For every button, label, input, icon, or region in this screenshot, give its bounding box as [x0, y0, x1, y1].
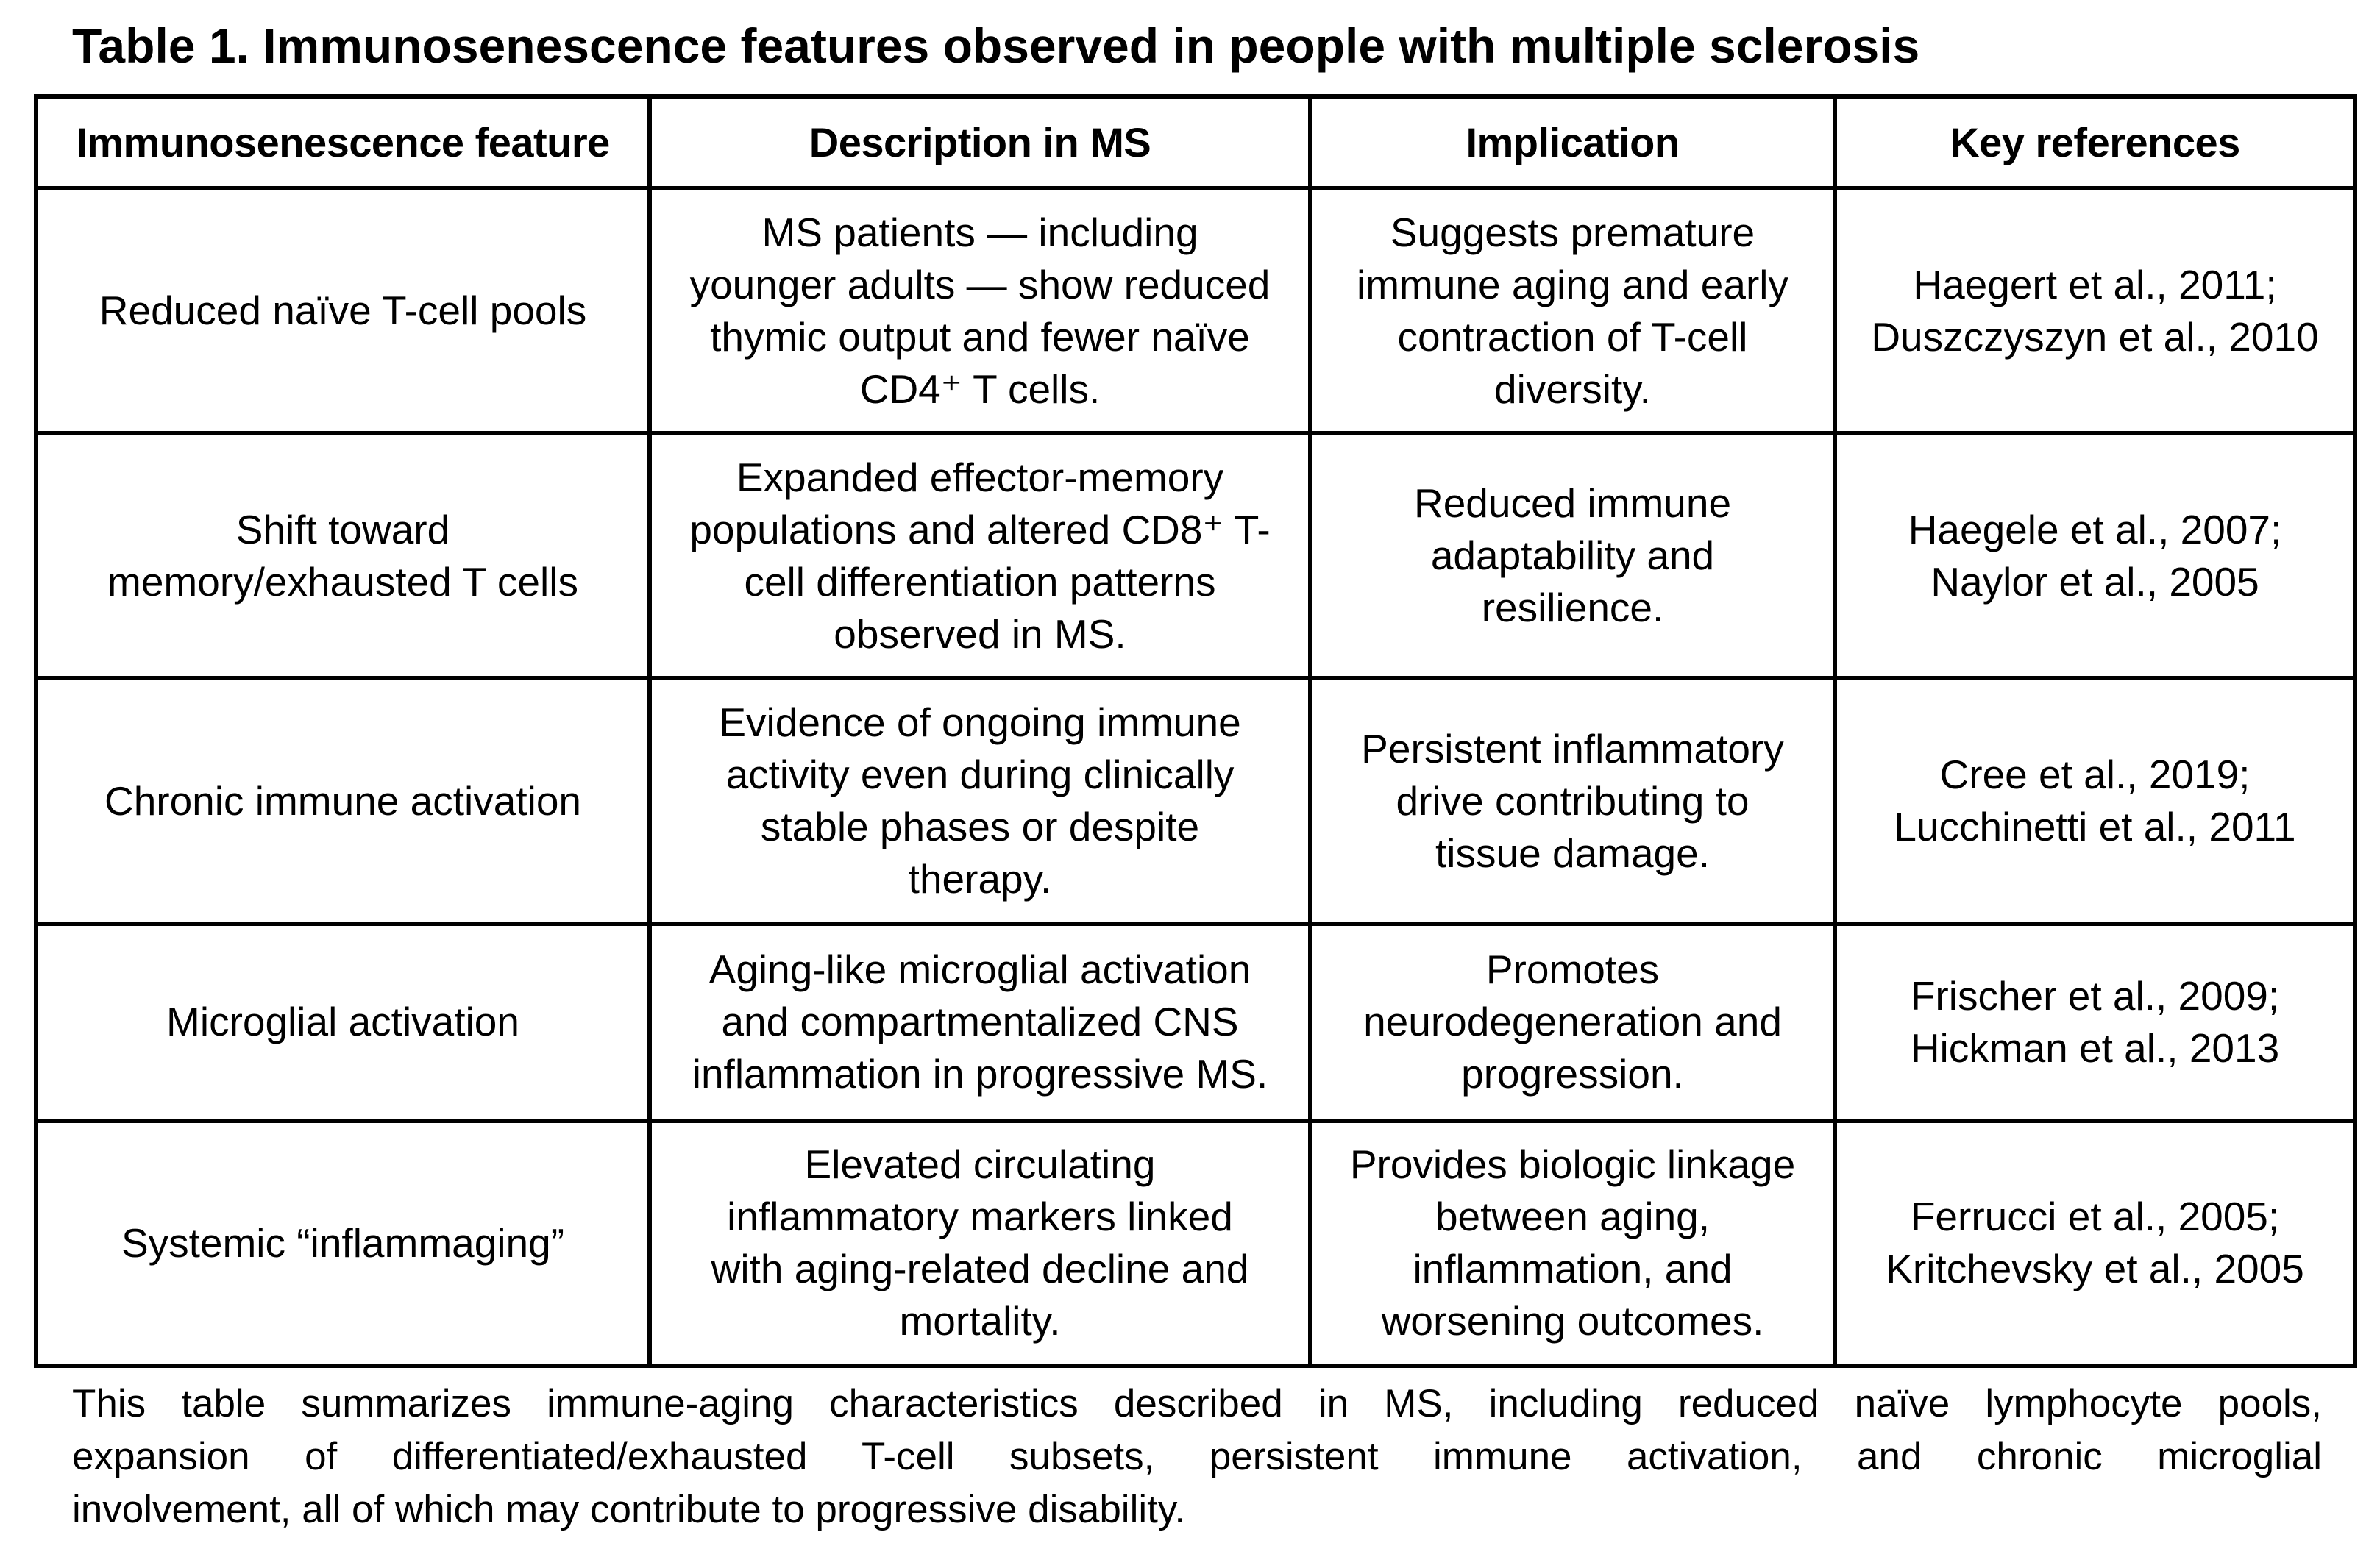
cell-line: thymic output and fewer naïve — [710, 313, 1250, 360]
cell-line: Persistent inflammatory — [1361, 725, 1784, 772]
cell-line: Elevated circulating — [804, 1141, 1156, 1188]
caption-line: This table summarizes immune-aging chara… — [72, 1382, 2322, 1425]
cell-line: worsening outcomes. — [1381, 1298, 1764, 1344]
cell-line: CD4⁺ T cells. — [859, 366, 1101, 412]
feature-cell: Reduced naïve T-cell pools — [34, 185, 652, 436]
cell-line: neurodegeneration and — [1363, 999, 1782, 1045]
cell-line: Reduced naïve T-cell pools — [99, 288, 587, 334]
cell-line: Haegert et al., 2011; — [1913, 261, 2277, 307]
feature-cell: Microglial activation — [34, 921, 652, 1123]
references-cell: Frischer et al., 2009; Hickman et al., 20… — [1833, 921, 2357, 1123]
cell-line: Frischer et al., 2009; — [1910, 972, 2280, 1019]
cell-line: Promotes — [1485, 947, 1660, 993]
header-feature: Immunosenescence feature — [34, 94, 652, 190]
cell-line: between aging, — [1435, 1194, 1711, 1240]
table-row: Systemic “inflammaging” Elevated circulat… — [34, 1118, 2357, 1369]
cell-line: Aging-like microglial activation — [708, 947, 1251, 993]
header-row: Immunosenescence feature Description in … — [34, 94, 2357, 190]
cell-line: memory/exhausted T cells — [107, 558, 578, 605]
feature-cell: Systemic “inflammaging” — [34, 1118, 652, 1369]
description-cell: Elevated circulating inflammatory markers… — [647, 1118, 1312, 1369]
cell-line: Haegele et al., 2007; — [1908, 506, 2282, 552]
cell-line: Cree et al., 2019; — [1939, 752, 2251, 798]
header-description: Description in MS — [647, 94, 1312, 190]
cell-line: Provides biologic linkage — [1349, 1141, 1796, 1188]
references-cell: Haegele et al., 2007; Naylor et al., 2005 — [1833, 431, 2357, 681]
table-row: Chronic immune activation Evidence of ong… — [34, 676, 2357, 926]
cell-line: inflammatory markers linked — [727, 1194, 1233, 1240]
caption-line: expansion of differentiated/exhausted T-… — [72, 1435, 2322, 1478]
description-cell: Aging-like microglial activation and comp… — [647, 921, 1312, 1123]
table-title: Table 1. Immunosenescence features obser… — [72, 18, 1920, 73]
cell-line: MS patients — including — [761, 209, 1198, 255]
header-references: Key references — [1833, 94, 2357, 190]
references-cell: Cree et al., 2019; Lucchinetti et al., 20… — [1833, 676, 2357, 926]
references-cell: Ferrucci et al., 2005; Kritchevsky et al.… — [1833, 1118, 2357, 1369]
cell-line: younger adults — show reduced — [689, 261, 1271, 307]
cell-line: Naylor et al., 2005 — [1930, 558, 2259, 605]
table-row: Reduced naïve T-cell pools MS patients — … — [34, 185, 2357, 436]
cell-line: Ferrucci et al., 2005; — [1910, 1194, 2280, 1240]
cell-line: populations and altered CD8⁺ T- — [689, 506, 1271, 552]
cell-line: cell differentiation patterns — [744, 558, 1216, 605]
description-cell: Expanded effector-memory populations and … — [647, 431, 1312, 681]
immunosenescence-table: Immunosenescence feature Description in … — [34, 94, 2357, 1369]
header-implication: Implication — [1308, 94, 1837, 190]
cell-line: Lucchinetti et al., 2011 — [1894, 804, 2296, 850]
implication-cell: Suggests premature immune aging and early… — [1308, 185, 1837, 436]
cell-line: therapy. — [908, 856, 1052, 902]
cell-line: Suggests premature — [1390, 209, 1755, 255]
cell-line: and compartmentalized CNS — [721, 999, 1239, 1045]
table-row: Shift toward memory/exhausted T cells Expa… — [34, 431, 2357, 681]
cell-line: Evidence of ongoing immune — [719, 699, 1241, 746]
cell-line: inflammation, and — [1413, 1246, 1733, 1292]
cell-line: stable phases or despite — [760, 804, 1200, 850]
cell-line: Hickman et al., 2013 — [1910, 1025, 2280, 1071]
cell-line: Systemic “inflammaging” — [121, 1219, 565, 1266]
cell-line: Chronic immune activation — [104, 777, 582, 824]
cell-line: progression. — [1461, 1051, 1684, 1097]
cell-line: Microglial activation — [166, 999, 519, 1045]
implication-cell: Reduced immune adaptability and resilience… — [1308, 431, 1837, 681]
cell-line: Expanded effector-memory — [736, 454, 1224, 500]
caption-line: involvement, all of which may contribute… — [72, 1488, 1186, 1531]
cell-line: Duszczyszyn et al., 2010 — [1871, 313, 2319, 360]
feature-cell: Chronic immune activation — [34, 676, 652, 926]
description-cell: MS patients — including younger adults — … — [647, 185, 1312, 436]
cell-line: inflammation in progressive MS. — [692, 1051, 1268, 1097]
table-row: Microglial activation Aging-like microgli… — [34, 921, 2357, 1123]
cell-line: mortality. — [899, 1298, 1061, 1344]
cell-line: with aging-related decline and — [711, 1246, 1249, 1292]
cell-line: tissue damage. — [1435, 830, 1710, 876]
cell-line: Reduced immune — [1413, 480, 1732, 527]
description-cell: Evidence of ongoing immune activity even … — [647, 676, 1312, 926]
cell-line: immune aging and early — [1356, 261, 1788, 307]
references-cell: Haegert et al., 2011; Duszczyszyn et al.,… — [1833, 185, 2357, 436]
cell-line: Shift toward — [235, 506, 450, 552]
cell-line: drive contributing to — [1396, 777, 1750, 824]
cell-line: adaptability and — [1430, 532, 1715, 579]
cell-line: activity even during clinically — [725, 752, 1235, 798]
feature-cell: Shift toward memory/exhausted T cells — [34, 431, 652, 681]
cell-line: contraction of T-cell — [1397, 313, 1748, 360]
cell-line: diversity. — [1494, 366, 1651, 412]
implication-cell: Provides biologic linkage between aging, i… — [1308, 1118, 1837, 1369]
cell-line: observed in MS. — [834, 610, 1126, 657]
implication-cell: Promotes neurodegeneration and progression… — [1308, 921, 1837, 1123]
table-caption: This table summarizes immune-aging chara… — [72, 1378, 2322, 1536]
cell-line: Kritchevsky et al., 2005 — [1886, 1246, 2304, 1292]
cell-line: resilience. — [1481, 585, 1664, 631]
implication-cell: Persistent inflammatory drive contributin… — [1308, 676, 1837, 926]
